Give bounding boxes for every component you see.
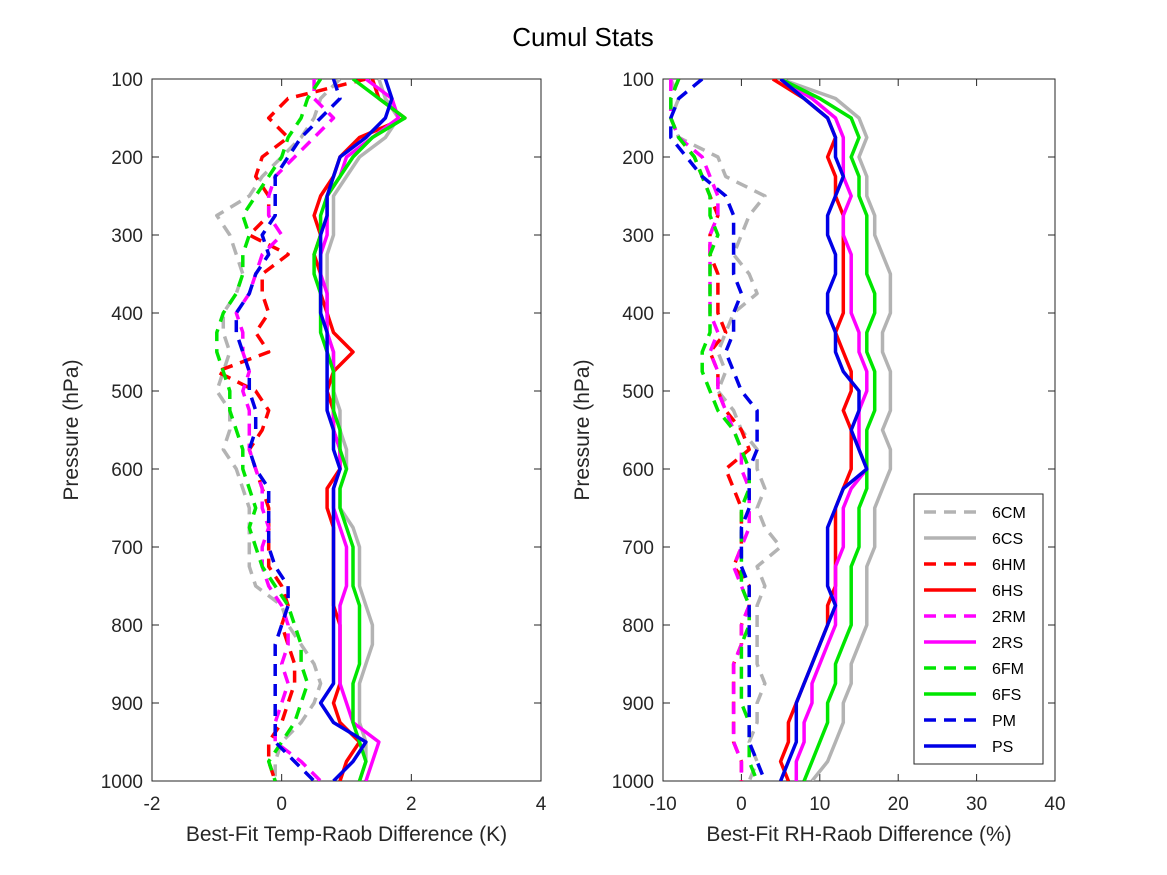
series-line-6cs <box>780 79 893 781</box>
series-line-2rs <box>779 79 869 781</box>
y-tick-label: 1000 <box>612 772 654 793</box>
y-tick-label: 100 <box>111 70 143 91</box>
y-tick-label: 600 <box>111 460 143 481</box>
x-axis-label: Best-Fit Temp-Raob Difference (K) <box>186 823 507 846</box>
series-line-ps <box>778 79 869 781</box>
series-line-6fm <box>669 79 759 781</box>
x-tick-label: 10 <box>809 794 830 815</box>
legend-label: 2RM <box>992 609 1026 626</box>
x-tick-label: 2 <box>406 794 417 815</box>
legend-label: 6FS <box>992 687 1021 704</box>
series-line-6cs <box>325 79 401 781</box>
legend-label: 6CM <box>992 505 1026 522</box>
y-tick-label: 800 <box>622 616 654 637</box>
legend-label: 6HS <box>992 583 1023 600</box>
y-tick-label: 500 <box>111 382 143 403</box>
legend-label: 6FM <box>992 661 1024 678</box>
x-axis-label: Best-Fit RH-Raob Difference (%) <box>706 823 1011 846</box>
series-line-2rm <box>669 79 751 781</box>
rh-panel: -10 0 10 20 30 40 100 200 300 400 500 600 700 800 900 1… <box>571 70 1066 846</box>
x-tick-label: 4 <box>536 794 547 815</box>
x-tick-label: 0 <box>276 794 287 815</box>
y-tick-label: 400 <box>111 304 143 325</box>
series-line-6hs <box>312 79 407 781</box>
y-tick-label: 800 <box>111 616 143 637</box>
series-line-6hm <box>669 79 751 781</box>
y-tick-label: 200 <box>111 148 143 169</box>
y-tick-label: 500 <box>622 382 654 403</box>
y-tick-label: 700 <box>622 538 654 559</box>
y-tick-label: 700 <box>111 538 143 559</box>
figure-title: Cumul Stats <box>512 22 654 52</box>
y-tick-label: 900 <box>111 694 143 715</box>
series-lines <box>669 79 893 781</box>
y-tick-label: 100 <box>622 70 654 91</box>
x-tick-label: 0 <box>736 794 747 815</box>
y-tick-label: 900 <box>622 694 654 715</box>
plot-frame <box>151 78 542 782</box>
y-tick-label: 400 <box>622 304 654 325</box>
series-line-6hm <box>215 79 367 781</box>
legend-label: 6HM <box>992 557 1026 574</box>
series-line-2rm <box>234 79 336 781</box>
legend: 6CM 6CS 6HM 6HS 2RM 2RS 6FM 6FS PM PS <box>913 493 1044 765</box>
series-line-pm <box>234 79 342 781</box>
legend-label: 6CS <box>992 531 1023 548</box>
x-tick-label: 20 <box>888 794 909 815</box>
series-line-pm <box>669 79 767 781</box>
series-line-6fm <box>215 79 323 781</box>
y-tick-label: 300 <box>111 226 143 247</box>
y-tick-label: 600 <box>622 460 654 481</box>
x-tick-label: 30 <box>966 794 987 815</box>
plot-frame <box>662 78 1056 782</box>
y-axis-label: Pressure (hPa) <box>60 359 83 500</box>
legend-label: PS <box>992 739 1013 756</box>
y-tick-label: 200 <box>622 148 654 169</box>
temp-panel: -2 0 2 4 100 200 300 400 500 600 700 800 900 1000 Best… <box>60 70 547 846</box>
x-tick-label: 40 <box>1044 794 1065 815</box>
y-tick-label: 1000 <box>101 772 143 793</box>
x-tick-label: -10 <box>649 794 676 815</box>
legend-label: PM <box>992 713 1016 730</box>
legend-box <box>913 493 1044 765</box>
legend-label: 2RS <box>992 635 1023 652</box>
series-line-ps <box>318 79 394 781</box>
series-line-6cm <box>215 79 342 781</box>
series-line-6fs <box>779 79 877 781</box>
y-tick-label: 300 <box>622 226 654 247</box>
x-tick-label: -2 <box>144 794 161 815</box>
series-line-6cm <box>669 79 783 781</box>
series-lines <box>215 79 407 781</box>
y-axis-label: Pressure (hPa) <box>571 359 594 500</box>
